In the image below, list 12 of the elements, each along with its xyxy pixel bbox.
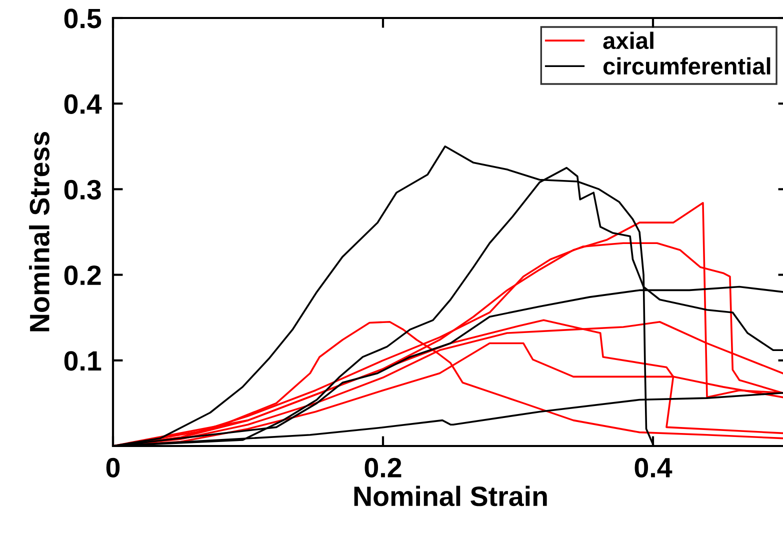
- y-tick-label: 0.4: [64, 94, 102, 114]
- y-axis-title: Nominal Stress: [29, 132, 50, 332]
- y-tick-label: 0.2: [64, 265, 101, 286]
- x-axis-title: Nominal Strain: [354, 486, 547, 506]
- legend-label: axial: [603, 32, 654, 50]
- legend-label: circumferential: [603, 57, 770, 75]
- y-tick-label: 0.1: [64, 351, 102, 371]
- y-tick-label: 0.5: [64, 8, 102, 28]
- x-tick-label: 0.4: [634, 458, 672, 478]
- x-tick-label: 0.2: [364, 458, 402, 478]
- x-tick-label: 0: [106, 458, 120, 478]
- y-tick-label: 0.3: [64, 180, 101, 200]
